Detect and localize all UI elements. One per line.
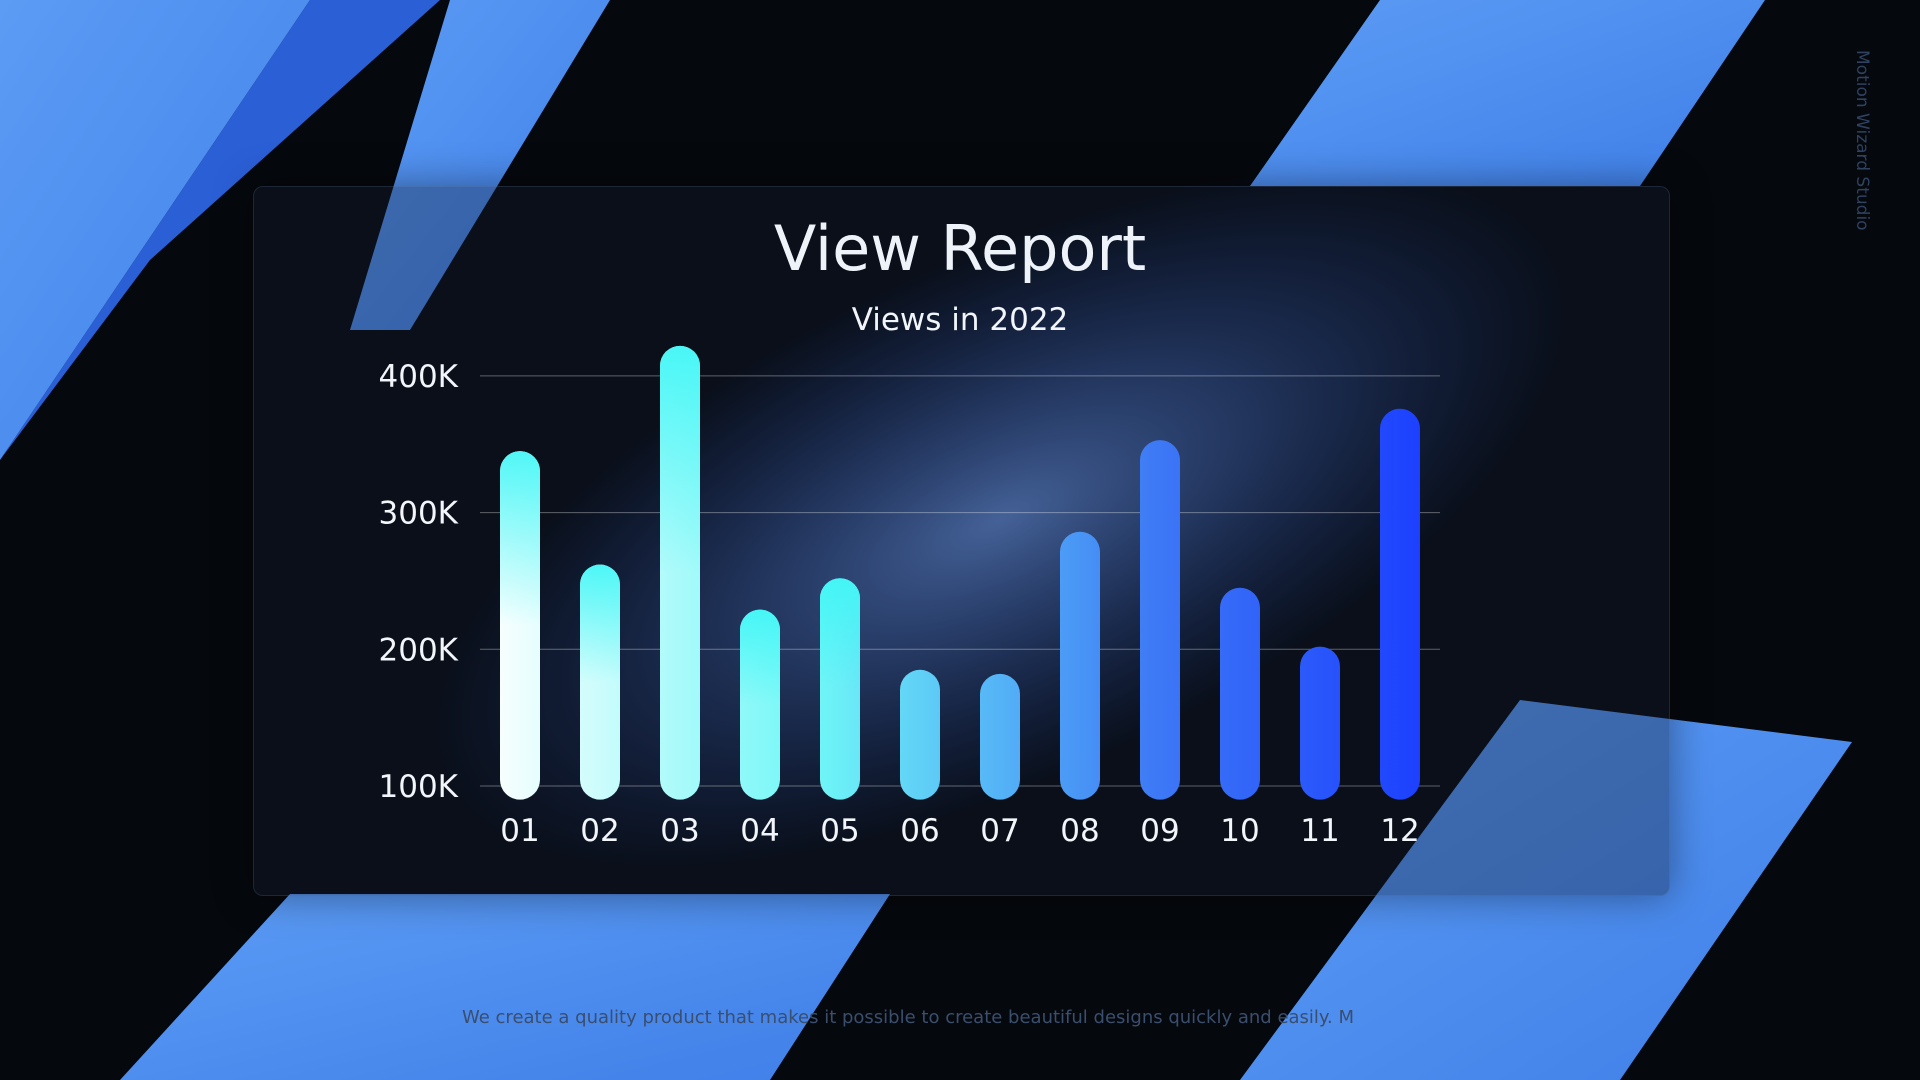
bar-highlight — [740, 609, 780, 800]
y-tick-label: 200K — [379, 632, 459, 668]
x-tick-label: 01 — [500, 813, 539, 849]
y-tick-label: 100K — [379, 769, 459, 805]
brand-label: Motion Wizard Studio — [1852, 50, 1872, 231]
x-tick-label: 08 — [1060, 813, 1099, 849]
bar-09 — [1140, 440, 1180, 800]
x-tick-label: 06 — [900, 813, 939, 849]
bar-highlight — [820, 578, 860, 800]
x-tick-label: 09 — [1140, 813, 1179, 849]
x-tick-label: 05 — [820, 813, 859, 849]
x-tick-label: 02 — [580, 813, 619, 849]
bar-11 — [1300, 646, 1340, 800]
chart-title: View Report — [773, 212, 1147, 285]
x-tick-label: 10 — [1220, 813, 1259, 849]
y-tick-label: 400K — [379, 359, 459, 395]
x-tick-label: 04 — [740, 813, 779, 849]
bar-12 — [1380, 408, 1420, 800]
bar-07 — [980, 673, 1020, 800]
bar-10 — [1220, 587, 1260, 800]
chart-subtitle: Views in 2022 — [851, 302, 1069, 338]
x-tick-label: 12 — [1380, 813, 1419, 849]
y-tick-label: 300K — [379, 496, 459, 532]
x-tick-label: 11 — [1300, 813, 1339, 849]
footer-text: We create a quality product that makes i… — [462, 1007, 1354, 1028]
bar-08 — [1060, 531, 1100, 800]
bar-06 — [900, 669, 940, 800]
chart-panel — [253, 186, 1670, 896]
bar-highlight — [580, 564, 620, 800]
x-tick-label: 07 — [980, 813, 1019, 849]
bar-highlight — [660, 345, 700, 800]
x-tick-label: 03 — [660, 813, 699, 849]
bar-highlight — [500, 451, 540, 800]
